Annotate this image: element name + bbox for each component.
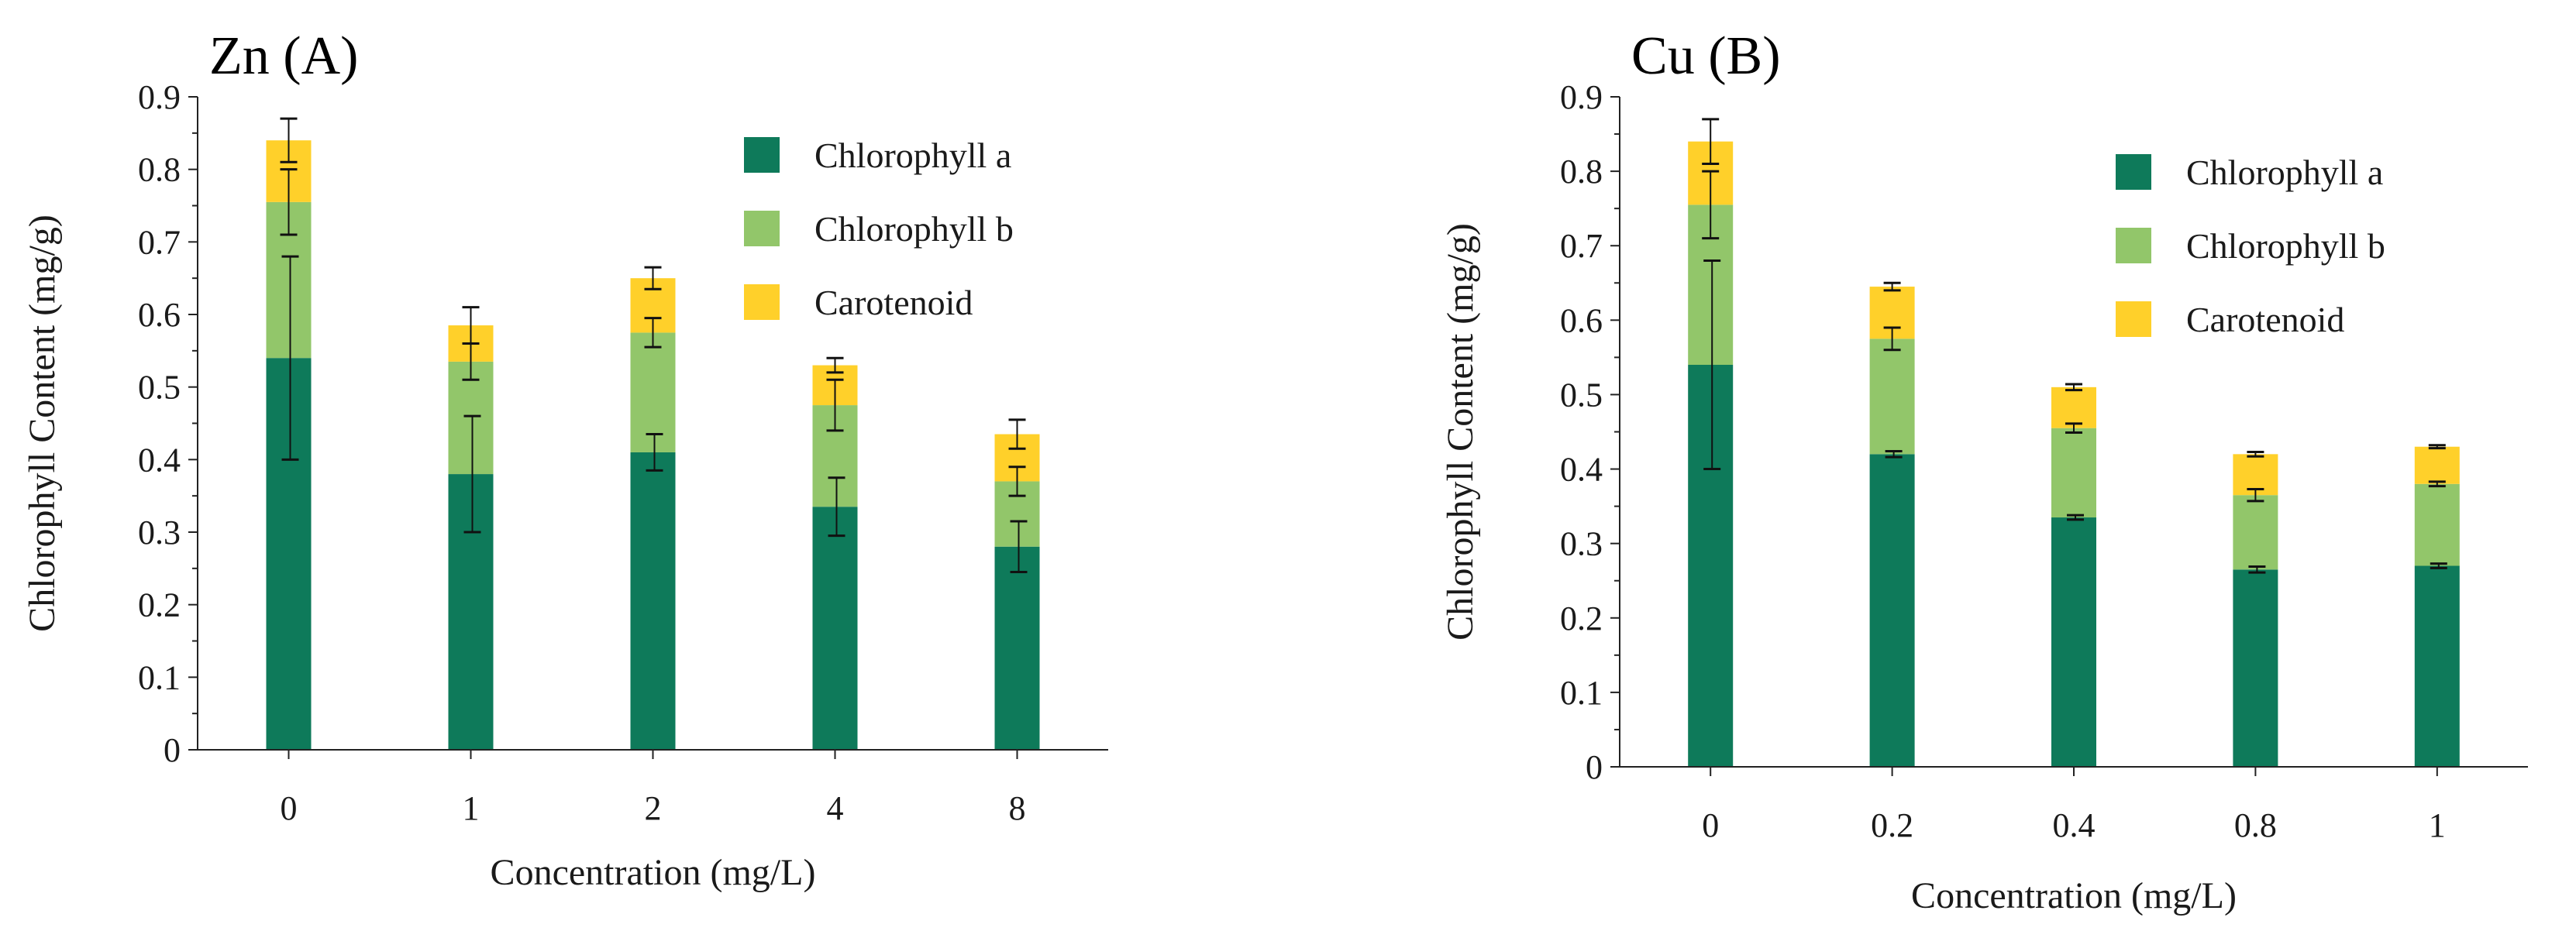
y-tick-label-0-3: 0.3 xyxy=(138,514,181,551)
bar-chlorophyll-a-0-2 xyxy=(1869,454,1915,767)
x-tick-label-4: 4 xyxy=(827,789,844,827)
y-tick-label-0-6: 0.6 xyxy=(1560,301,1603,339)
bar-chlorophyll-a-1 xyxy=(2414,565,2460,767)
bar-carotenoid-1 xyxy=(2414,446,2460,484)
y-tick-label-0-8: 0.8 xyxy=(138,151,181,189)
x-axis-label: Concentration (mg/L) xyxy=(491,852,816,893)
cu-panel: Cu (B) 0 0.1 0.2 0.3 0.4 0.5 0.6 0.7 0.8 0.9 0 0.2 0.… xyxy=(1440,26,2528,916)
legend-swatch-carotenoid xyxy=(2116,301,2151,337)
legend-swatch-chlorophyll-a xyxy=(2116,154,2151,190)
y-tick-label-0-2: 0.2 xyxy=(138,586,181,624)
panel-title: Cu (B) xyxy=(1631,26,1781,86)
bar-chlorophyll-b-1 xyxy=(2414,483,2460,566)
bar-chlorophyll-a-2 xyxy=(630,452,676,750)
y-tick-label-0-1: 0.1 xyxy=(138,658,181,696)
legend-label-chlorophyll-a: Chlorophyll a xyxy=(814,136,1011,175)
y-tick-label-0-9: 0.9 xyxy=(1560,78,1603,116)
y-tick-label-0-3: 0.3 xyxy=(1560,525,1603,563)
legend-label-carotenoid: Carotenoid xyxy=(2186,300,2344,339)
y-axis-label: Chlorophyll Content (mg/g) xyxy=(1440,223,1481,641)
bar-chlorophyll-b-0-2 xyxy=(1869,338,1915,455)
x-tick-label-0: 0 xyxy=(281,789,298,827)
y-tick-label-0-7: 0.7 xyxy=(1560,227,1603,265)
bar-chlorophyll-a-0-8 xyxy=(2233,569,2278,767)
x-tick-label-2: 2 xyxy=(645,789,662,827)
bar-chlorophyll-b-2 xyxy=(630,332,676,452)
x-tick-label-0-4: 0.4 xyxy=(2053,806,2096,844)
bar-chlorophyll-a-0 xyxy=(1688,365,1734,767)
x-tick-label-1: 1 xyxy=(463,789,480,827)
legend-swatch-chlorophyll-b xyxy=(2116,228,2151,263)
y-tick-label-0: 0 xyxy=(164,731,181,769)
y-tick-label-0-5: 0.5 xyxy=(138,369,181,407)
y-tick-label-0-4: 0.4 xyxy=(138,441,181,479)
x-axis-label: Concentration (mg/L) xyxy=(1911,875,2237,916)
legend-label-chlorophyll-b: Chlorophyll b xyxy=(2186,226,2385,266)
y-tick-label-0: 0 xyxy=(1586,748,1603,786)
y-tick-label-0-2: 0.2 xyxy=(1560,600,1603,637)
legend-swatch-carotenoid xyxy=(744,284,780,320)
bar-chlorophyll-b-0-8 xyxy=(2233,495,2278,570)
bar-carotenoid-0-4 xyxy=(2051,387,2096,428)
bar-chlorophyll-a-0-4 xyxy=(2051,517,2096,767)
y-tick-label-0-7: 0.7 xyxy=(138,223,181,261)
bar-chlorophyll-a-1 xyxy=(448,474,494,750)
legend-label-chlorophyll-b: Chlorophyll b xyxy=(814,209,1014,249)
bar-chlorophyll-a-8 xyxy=(994,546,1040,750)
legend-label-carotenoid: Carotenoid xyxy=(814,283,973,322)
bar-chlorophyll-b-0-4 xyxy=(2051,428,2096,518)
bar-chlorophyll-a-0 xyxy=(266,358,312,750)
legend-label-chlorophyll-a: Chlorophyll a xyxy=(2186,153,2383,192)
bar-chlorophyll-a-4 xyxy=(812,507,858,750)
x-tick-label-0-8: 0.8 xyxy=(2234,806,2277,844)
x-tick-label-8: 8 xyxy=(1009,789,1026,827)
y-tick-label-0-8: 0.8 xyxy=(1560,153,1603,191)
y-tick-label-0-4: 0.4 xyxy=(1560,451,1603,489)
legend-swatch-chlorophyll-b xyxy=(744,211,780,246)
panel-title: Zn (A) xyxy=(209,26,358,86)
x-tick-label-0: 0 xyxy=(1702,806,1719,844)
y-axis-label: Chlorophyll Content (mg/g) xyxy=(22,215,63,632)
zn-panel: Zn (A) 0 0.1 0.2 0.3 0.4 0.5 0.6 0.7 0.8 0.9 0 1 2 4 8 C… xyxy=(22,26,1108,893)
legend-swatch-chlorophyll-a xyxy=(744,137,780,173)
y-tick-label-0-6: 0.6 xyxy=(138,296,181,334)
x-tick-label-1: 1 xyxy=(2429,806,2446,844)
x-tick-label-0-2: 0.2 xyxy=(1871,806,1913,844)
y-tick-label-0-5: 0.5 xyxy=(1560,376,1603,414)
y-tick-label-0-1: 0.1 xyxy=(1560,674,1603,712)
y-tick-label-0-9: 0.9 xyxy=(138,78,181,116)
